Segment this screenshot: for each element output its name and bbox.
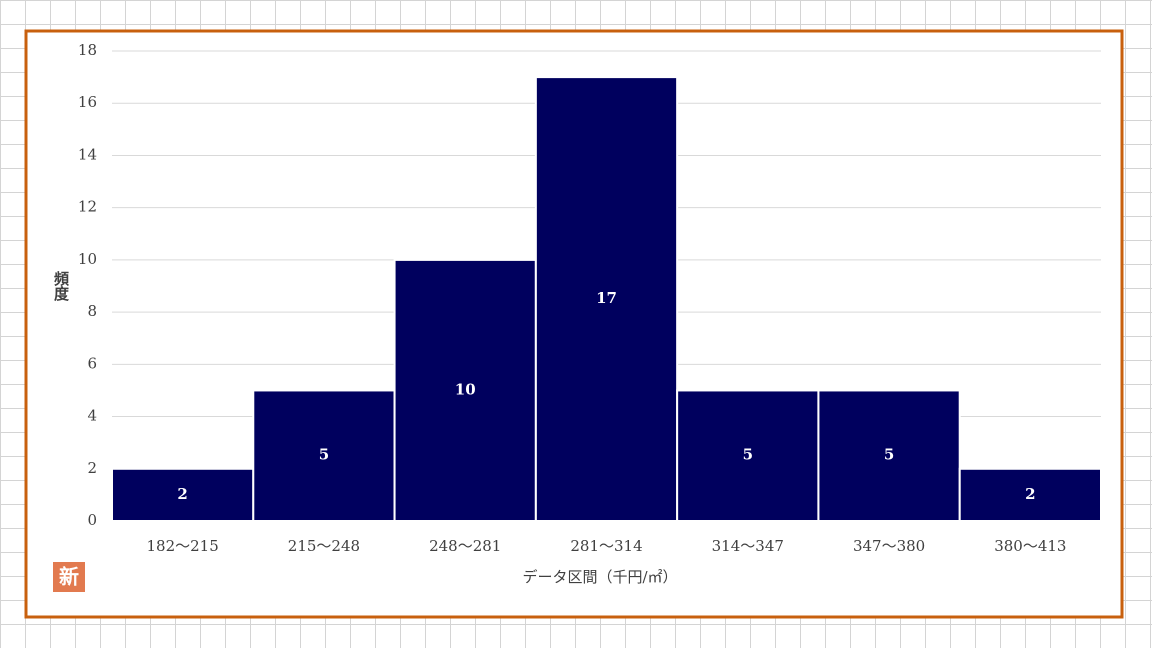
x-axis-label: データ区間（千円/㎡） bbox=[522, 568, 677, 586]
data-label: 17 bbox=[596, 289, 617, 307]
badge-box bbox=[53, 562, 85, 592]
bar bbox=[676, 389, 820, 523]
x-tick-label: 314～347 bbox=[712, 537, 784, 555]
y-tick-label: 10 bbox=[78, 250, 97, 268]
data-label: 5 bbox=[884, 446, 894, 464]
bar bbox=[393, 258, 537, 522]
y-tick-label: 18 bbox=[78, 41, 97, 59]
y-tick-label: 8 bbox=[87, 302, 97, 320]
y-axis-label: 頻度 bbox=[52, 270, 70, 302]
y-tick-label: 12 bbox=[78, 198, 97, 216]
bar bbox=[111, 467, 255, 522]
y-tick-label: 16 bbox=[78, 93, 97, 111]
y-tick-label: 2 bbox=[87, 459, 97, 477]
y-tick-label: 14 bbox=[78, 145, 97, 163]
data-label: 2 bbox=[177, 485, 187, 503]
bar bbox=[534, 76, 679, 522]
x-tick-label: 347～380 bbox=[853, 537, 925, 555]
y-tick-label: 0 bbox=[87, 511, 97, 529]
x-tick-label: 380～413 bbox=[994, 537, 1066, 555]
data-label: 2 bbox=[1025, 485, 1035, 503]
data-label: 5 bbox=[743, 446, 753, 464]
bar bbox=[817, 389, 961, 523]
bar bbox=[252, 389, 396, 523]
y-tick-label: 6 bbox=[87, 354, 97, 372]
badge: 新 bbox=[59, 565, 79, 589]
y-tick-label: 4 bbox=[87, 407, 97, 425]
data-label: 5 bbox=[319, 446, 329, 464]
x-tick-label: 215～248 bbox=[288, 537, 360, 555]
data-label: 10 bbox=[455, 380, 476, 398]
x-tick-label: 248～281 bbox=[429, 537, 501, 555]
x-tick-label: 182～215 bbox=[147, 537, 219, 555]
bar bbox=[958, 467, 1103, 522]
x-tick-label: 281～314 bbox=[570, 537, 642, 555]
